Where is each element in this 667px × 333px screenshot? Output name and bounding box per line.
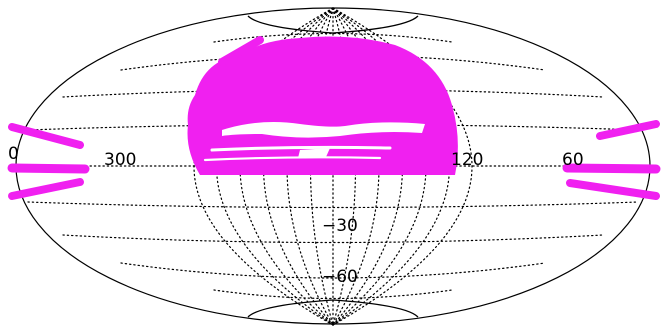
coverage-stripe bbox=[8, 178, 84, 200]
coverage-region bbox=[7, 36, 661, 200]
latitude-line-45n bbox=[120, 54, 546, 71]
south-polar-cap-line bbox=[247, 299, 419, 318]
coverage-stripe bbox=[596, 120, 660, 140]
coverage-gap bbox=[298, 148, 330, 158]
meridian-line bbox=[332, 7, 473, 326]
coverage-stripe bbox=[218, 36, 264, 66]
latitude-line-30s bbox=[62, 234, 604, 244]
meridian-line bbox=[193, 7, 334, 326]
coverage-gap bbox=[210, 145, 392, 152]
coverage-gap bbox=[203, 156, 382, 162]
latitude-line-45s bbox=[120, 262, 546, 279]
coverage-stripe bbox=[562, 163, 661, 174]
latitude-line-30n bbox=[62, 88, 604, 98]
longitude-label-120: 120 bbox=[451, 150, 483, 170]
north-polar-cap-line bbox=[247, 15, 419, 34]
coverage-gap bbox=[222, 122, 425, 138]
coverage-stripe bbox=[566, 179, 660, 200]
longitude-label-0: 0 bbox=[8, 144, 19, 164]
latitude-label-minus-30: −30 bbox=[322, 216, 358, 236]
coverage-stripe bbox=[8, 123, 84, 149]
coverage-main-footprint bbox=[187, 36, 458, 175]
latitude-line-60s bbox=[213, 289, 453, 300]
longitude-label-60: 60 bbox=[562, 150, 584, 170]
longitude-label-300: 300 bbox=[104, 150, 136, 170]
latitude-line-60n bbox=[213, 32, 453, 43]
latitude-label-minus-60: −60 bbox=[322, 267, 358, 287]
coverage-stripe bbox=[7, 163, 90, 174]
